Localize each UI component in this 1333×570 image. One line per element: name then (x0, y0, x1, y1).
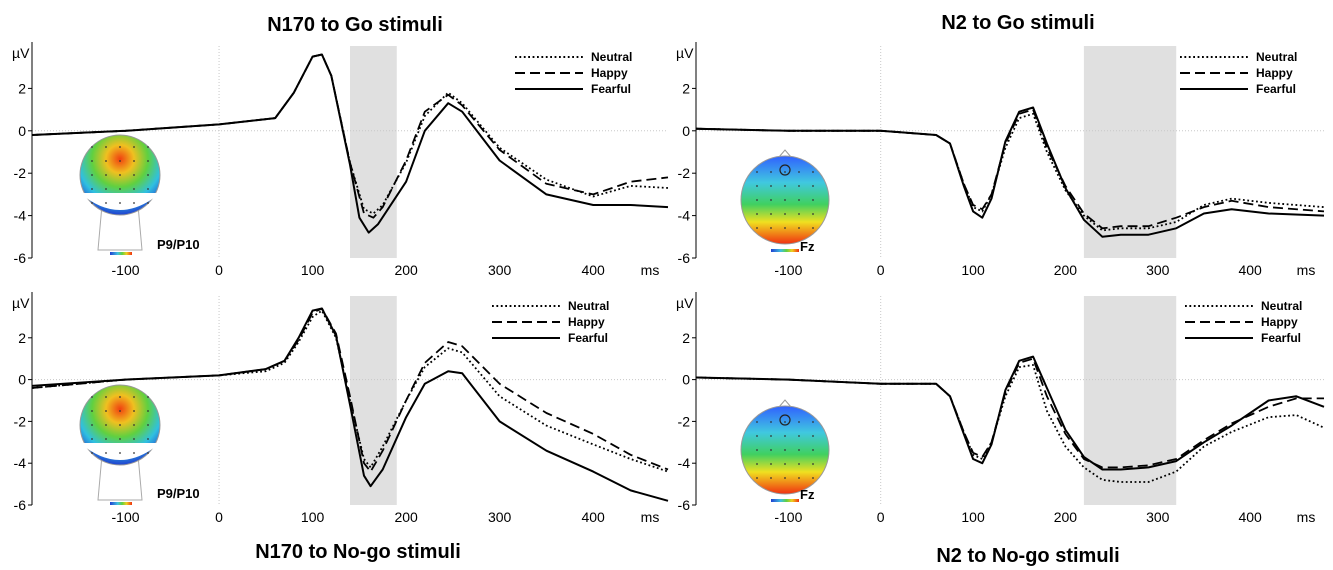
y-tick-label: 2 (682, 80, 690, 96)
x-tick-label: -100 (112, 509, 140, 525)
x-tick-label: 400 (581, 509, 605, 525)
x-tick-label: 300 (1146, 509, 1170, 525)
y-tick-label: 2 (18, 330, 26, 346)
legend-label-happy: Happy (591, 66, 628, 80)
y-tick-label: 0 (682, 123, 690, 139)
x-axis-unit: ms (641, 509, 660, 525)
x-tick-label: 200 (1054, 262, 1078, 278)
legend: Neutral Happy Fearful (515, 50, 632, 96)
x-axis-unit: ms (1297, 509, 1316, 525)
y-tick-label: 0 (18, 372, 26, 388)
series-happy (31, 53, 669, 219)
legend-label-fearful: Fearful (1261, 331, 1301, 345)
title-n170-nogo: N170 to No-go stimuli (255, 541, 461, 563)
y-tick-label: -2 (14, 413, 27, 429)
y-tick-label: 0 (682, 372, 690, 388)
legend-label-happy: Happy (1256, 66, 1293, 80)
electrode-label: P9/P10 (157, 486, 200, 501)
legend-label-fearful: Fearful (1256, 82, 1296, 96)
electrode-label: Fz (800, 487, 815, 502)
y-tick-label: -6 (14, 497, 27, 513)
electrode-label: P9/P10 (157, 237, 200, 252)
x-tick-label: 100 (301, 262, 325, 278)
y-tick-label: -2 (14, 165, 27, 181)
scalp-topography-map: Fz (740, 399, 830, 502)
legend: Neutral Happy Fearful (1185, 299, 1302, 345)
scalp-topography-map: Fz (740, 149, 830, 254)
title-n2-nogo: N2 to No-go stimuli (936, 545, 1120, 567)
x-tick-label: 0 (877, 262, 885, 278)
x-tick-label: -100 (112, 262, 140, 278)
legend-label-fearful: Fearful (591, 82, 631, 96)
x-tick-label: 400 (1238, 509, 1262, 525)
y-tick-label: -6 (678, 497, 691, 513)
electrode-label: Fz (800, 239, 815, 254)
y-tick-label: -4 (678, 208, 691, 224)
x-tick-label: 400 (1238, 262, 1262, 278)
x-tick-label: -100 (774, 509, 802, 525)
y-tick-label: -6 (678, 250, 691, 266)
y-tick-label: -4 (14, 455, 27, 471)
x-tick-label: 100 (961, 509, 985, 525)
analysis-window (1083, 296, 1177, 505)
x-tick-label: 100 (961, 262, 985, 278)
x-tick-label: 400 (581, 262, 605, 278)
chart-n170_go: -6 -4 -2 0 2 µV -100 0 100 200 300 400 ms Neutral Happ… (12, 42, 669, 278)
y-axis-unit: µV (676, 45, 694, 61)
analysis-window (350, 46, 397, 258)
y-tick-label: -2 (678, 165, 691, 181)
legend: Neutral Happy Fearful (492, 299, 609, 345)
x-tick-label: 100 (301, 509, 325, 525)
legend-label-neutral: Neutral (568, 299, 609, 313)
y-tick-label: -4 (678, 455, 691, 471)
chart-n170_nogo: -6 -4 -2 0 2 µV -100 0 100 200 300 400 ms Neutral Happ… (12, 292, 669, 525)
legend-label-neutral: Neutral (1261, 299, 1302, 313)
x-tick-label: 0 (215, 509, 223, 525)
legend-label-fearful: Fearful (568, 331, 608, 345)
chart-n2_go: -6 -4 -2 0 2 µV -100 0 100 200 300 400 ms Neutral Happ… (676, 42, 1325, 278)
legend-label-neutral: Neutral (1256, 50, 1297, 64)
x-axis-unit: ms (1297, 262, 1316, 278)
x-tick-label: -100 (774, 262, 802, 278)
y-axis-unit: µV (676, 295, 694, 311)
x-tick-label: 200 (394, 262, 418, 278)
title-n2-go: N2 to Go stimuli (941, 12, 1095, 34)
x-axis-unit: ms (641, 262, 660, 278)
series-fearful (695, 355, 1325, 471)
x-tick-label: 0 (215, 262, 223, 278)
y-tick-label: -2 (678, 413, 691, 429)
y-tick-label: 0 (18, 123, 26, 139)
legend: Neutral Happy Fearful (1180, 50, 1297, 96)
chart-n2_nogo: -6 -4 -2 0 2 µV -100 0 100 200 300 400 ms Neutral Happ… (676, 292, 1325, 525)
y-axis-unit: µV (12, 45, 30, 61)
title-n170-go: N170 to Go stimuli (267, 14, 443, 36)
legend-label-happy: Happy (1261, 315, 1298, 329)
y-tick-label: -4 (14, 208, 27, 224)
x-tick-label: 300 (488, 509, 512, 525)
legend-label-happy: Happy (568, 315, 605, 329)
y-tick-label: 2 (682, 330, 690, 346)
x-tick-label: 300 (1146, 262, 1170, 278)
x-tick-label: 200 (394, 509, 418, 525)
x-tick-label: 200 (1054, 509, 1078, 525)
analysis-window (350, 296, 397, 505)
scalp-topography-map: P9/P10 (79, 134, 200, 255)
y-axis-unit: µV (12, 295, 30, 311)
scalp-topography-map: P9/P10 (79, 384, 200, 505)
series-fearful (695, 106, 1325, 238)
series-fearful (31, 53, 669, 234)
series-neutral (31, 309, 669, 473)
x-tick-label: 0 (877, 509, 885, 525)
legend-label-neutral: Neutral (591, 50, 632, 64)
y-tick-label: 2 (18, 80, 26, 96)
x-tick-label: 300 (488, 262, 512, 278)
series-fearful (31, 307, 669, 502)
y-tick-label: -6 (14, 250, 27, 266)
